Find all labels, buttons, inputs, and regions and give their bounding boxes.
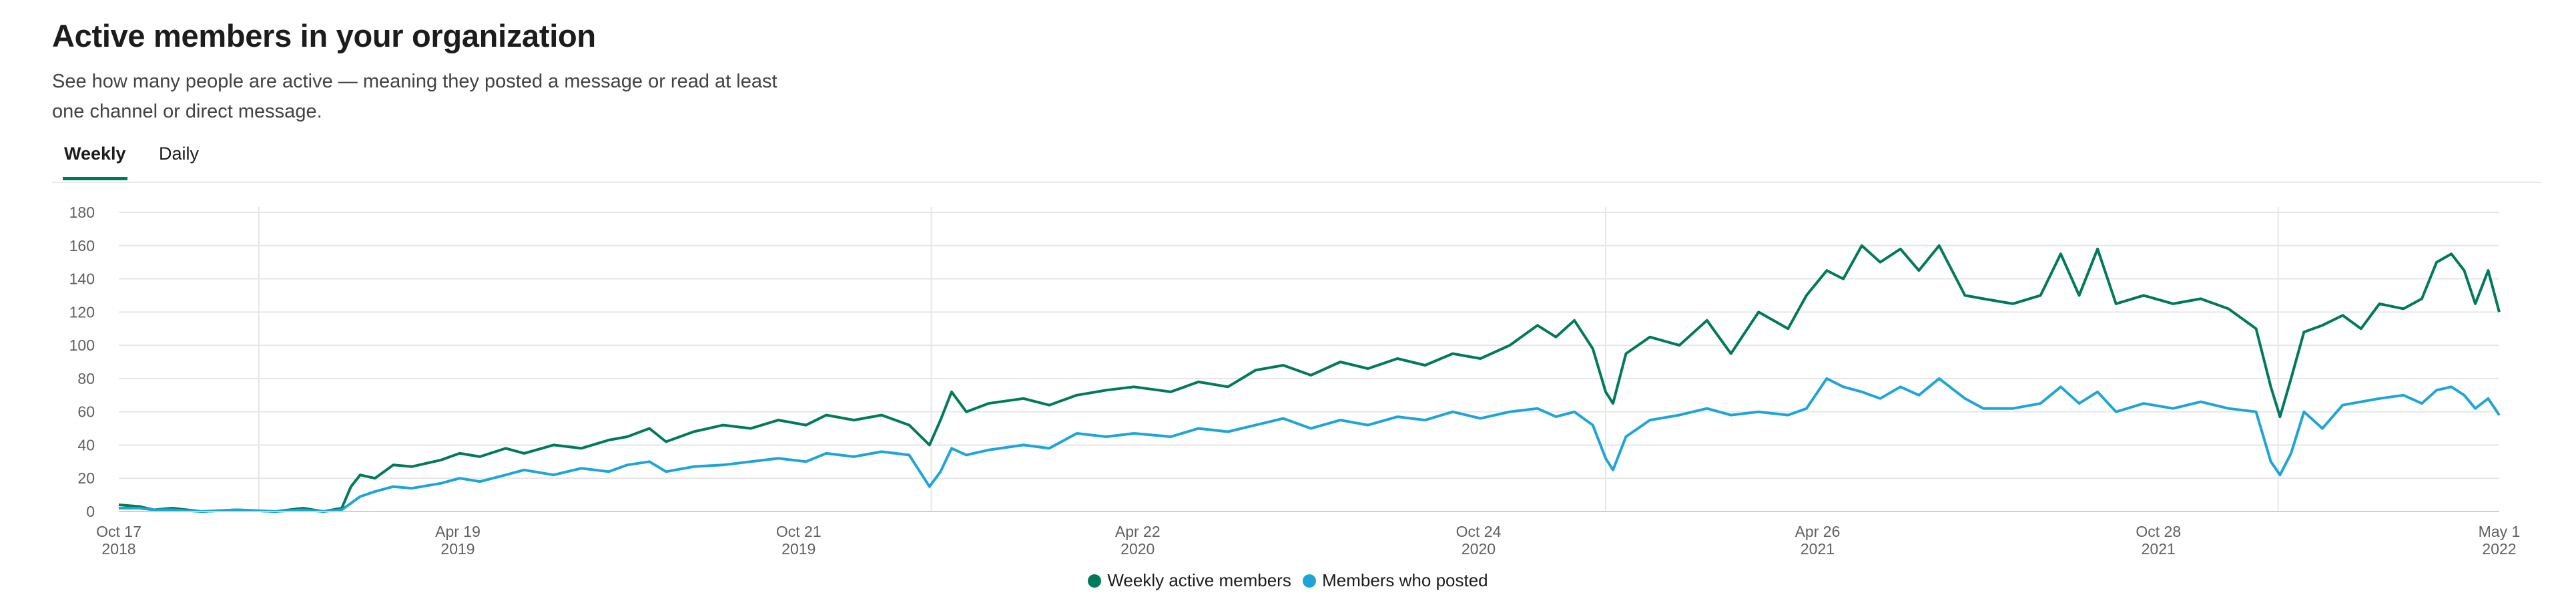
- x-tick-label: May 1: [2479, 523, 2521, 540]
- y-axis: 0 20 40 60 80 100 120 140 160 180: [69, 204, 95, 520]
- legend-item-members-posted[interactable]: Members who posted: [1303, 570, 1488, 591]
- y-tick-label: 40: [77, 436, 95, 453]
- chart-legend: Weekly active members Members who posted: [0, 570, 2576, 592]
- legend-dot-weekly-active: [1088, 574, 1102, 588]
- tab-daily[interactable]: Daily: [159, 144, 200, 164]
- series-layer: [118, 244, 2501, 513]
- page-description: See how many people are active — meaning…: [52, 71, 777, 122]
- y-tick-label: 140: [69, 270, 95, 288]
- y-tick-label: 100: [69, 337, 95, 354]
- legend-dot-members-posted: [1303, 574, 1317, 588]
- legend-item-weekly-active[interactable]: Weekly active members: [1088, 570, 1291, 591]
- series-line-weekly-active: [118, 244, 2501, 513]
- x-tick-year-label: 2020: [1462, 540, 1496, 558]
- y-tick-label: 80: [77, 370, 95, 387]
- y-tick-label: 0: [86, 503, 95, 520]
- x-tick-label: Oct 17: [96, 523, 141, 540]
- x-tick-year-label: 2020: [1120, 540, 1155, 558]
- x-tick-label: Oct 21: [776, 523, 822, 540]
- y-tick-label: 120: [69, 303, 95, 321]
- x-tick-year-label: 2021: [2142, 540, 2176, 558]
- x-tick-label: Oct 28: [2136, 523, 2181, 540]
- x-tick-year-label: 2019: [781, 540, 816, 558]
- page-title: Active members in your organization: [52, 18, 596, 53]
- x-tick-year-label: 2018: [101, 540, 135, 558]
- x-tick-label: Apr 19: [435, 523, 480, 540]
- grid-layer: [119, 212, 2499, 512]
- tab-weekly[interactable]: Weekly: [63, 140, 127, 180]
- x-tick-year-label: 2022: [2482, 540, 2516, 558]
- x-tick-label: Apr 22: [1115, 523, 1161, 540]
- legend-label-weekly-active: Weekly active members: [1107, 570, 1291, 590]
- y-tick-label: 20: [77, 469, 95, 487]
- x-tick-year-label: 2021: [1801, 540, 1835, 558]
- tab-bar: Weekly Daily: [52, 140, 2541, 183]
- x-tick-year-label: 2019: [440, 540, 474, 558]
- year-marker-layer: [258, 207, 2279, 511]
- legend-label-members-posted: Members who posted: [1322, 570, 1488, 590]
- x-tick-label: Apr 26: [1795, 523, 1841, 540]
- y-tick-label: 180: [69, 204, 95, 221]
- y-tick-label: 160: [69, 237, 95, 254]
- x-tick-label: Oct 24: [1456, 523, 1502, 540]
- series-line-members-posted: [119, 377, 2501, 513]
- y-tick-label: 60: [77, 403, 95, 421]
